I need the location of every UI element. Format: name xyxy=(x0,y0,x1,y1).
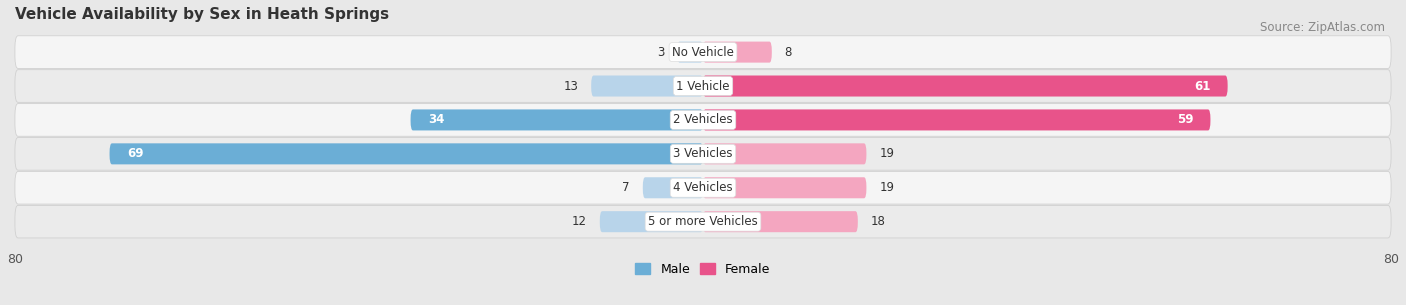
Text: 7: 7 xyxy=(623,181,630,194)
FancyBboxPatch shape xyxy=(15,70,1391,102)
Text: 61: 61 xyxy=(1194,80,1211,92)
FancyBboxPatch shape xyxy=(15,36,1391,68)
FancyBboxPatch shape xyxy=(411,109,703,131)
Text: 69: 69 xyxy=(127,147,143,160)
Text: 4 Vehicles: 4 Vehicles xyxy=(673,181,733,194)
FancyBboxPatch shape xyxy=(703,41,772,63)
Text: 3 Vehicles: 3 Vehicles xyxy=(673,147,733,160)
FancyBboxPatch shape xyxy=(15,205,1391,238)
Text: No Vehicle: No Vehicle xyxy=(672,46,734,59)
Text: 18: 18 xyxy=(870,215,886,228)
FancyBboxPatch shape xyxy=(703,143,866,164)
Text: 12: 12 xyxy=(572,215,586,228)
Text: 19: 19 xyxy=(879,147,894,160)
Text: 8: 8 xyxy=(785,46,792,59)
FancyBboxPatch shape xyxy=(703,211,858,232)
FancyBboxPatch shape xyxy=(15,171,1391,204)
FancyBboxPatch shape xyxy=(678,41,703,63)
Text: 5 or more Vehicles: 5 or more Vehicles xyxy=(648,215,758,228)
FancyBboxPatch shape xyxy=(600,211,703,232)
FancyBboxPatch shape xyxy=(591,76,703,97)
FancyBboxPatch shape xyxy=(703,76,1227,97)
Text: 13: 13 xyxy=(564,80,578,92)
Legend: Male, Female: Male, Female xyxy=(636,263,770,276)
Text: 3: 3 xyxy=(657,46,664,59)
FancyBboxPatch shape xyxy=(703,109,1211,131)
FancyBboxPatch shape xyxy=(110,143,703,164)
FancyBboxPatch shape xyxy=(643,177,703,198)
Text: 19: 19 xyxy=(879,181,894,194)
Text: Source: ZipAtlas.com: Source: ZipAtlas.com xyxy=(1260,21,1385,34)
FancyBboxPatch shape xyxy=(703,177,866,198)
Text: 1 Vehicle: 1 Vehicle xyxy=(676,80,730,92)
FancyBboxPatch shape xyxy=(15,138,1391,170)
Text: Vehicle Availability by Sex in Heath Springs: Vehicle Availability by Sex in Heath Spr… xyxy=(15,7,389,22)
Text: 2 Vehicles: 2 Vehicles xyxy=(673,113,733,127)
Text: 59: 59 xyxy=(1177,113,1194,127)
Text: 34: 34 xyxy=(427,113,444,127)
FancyBboxPatch shape xyxy=(15,104,1391,136)
